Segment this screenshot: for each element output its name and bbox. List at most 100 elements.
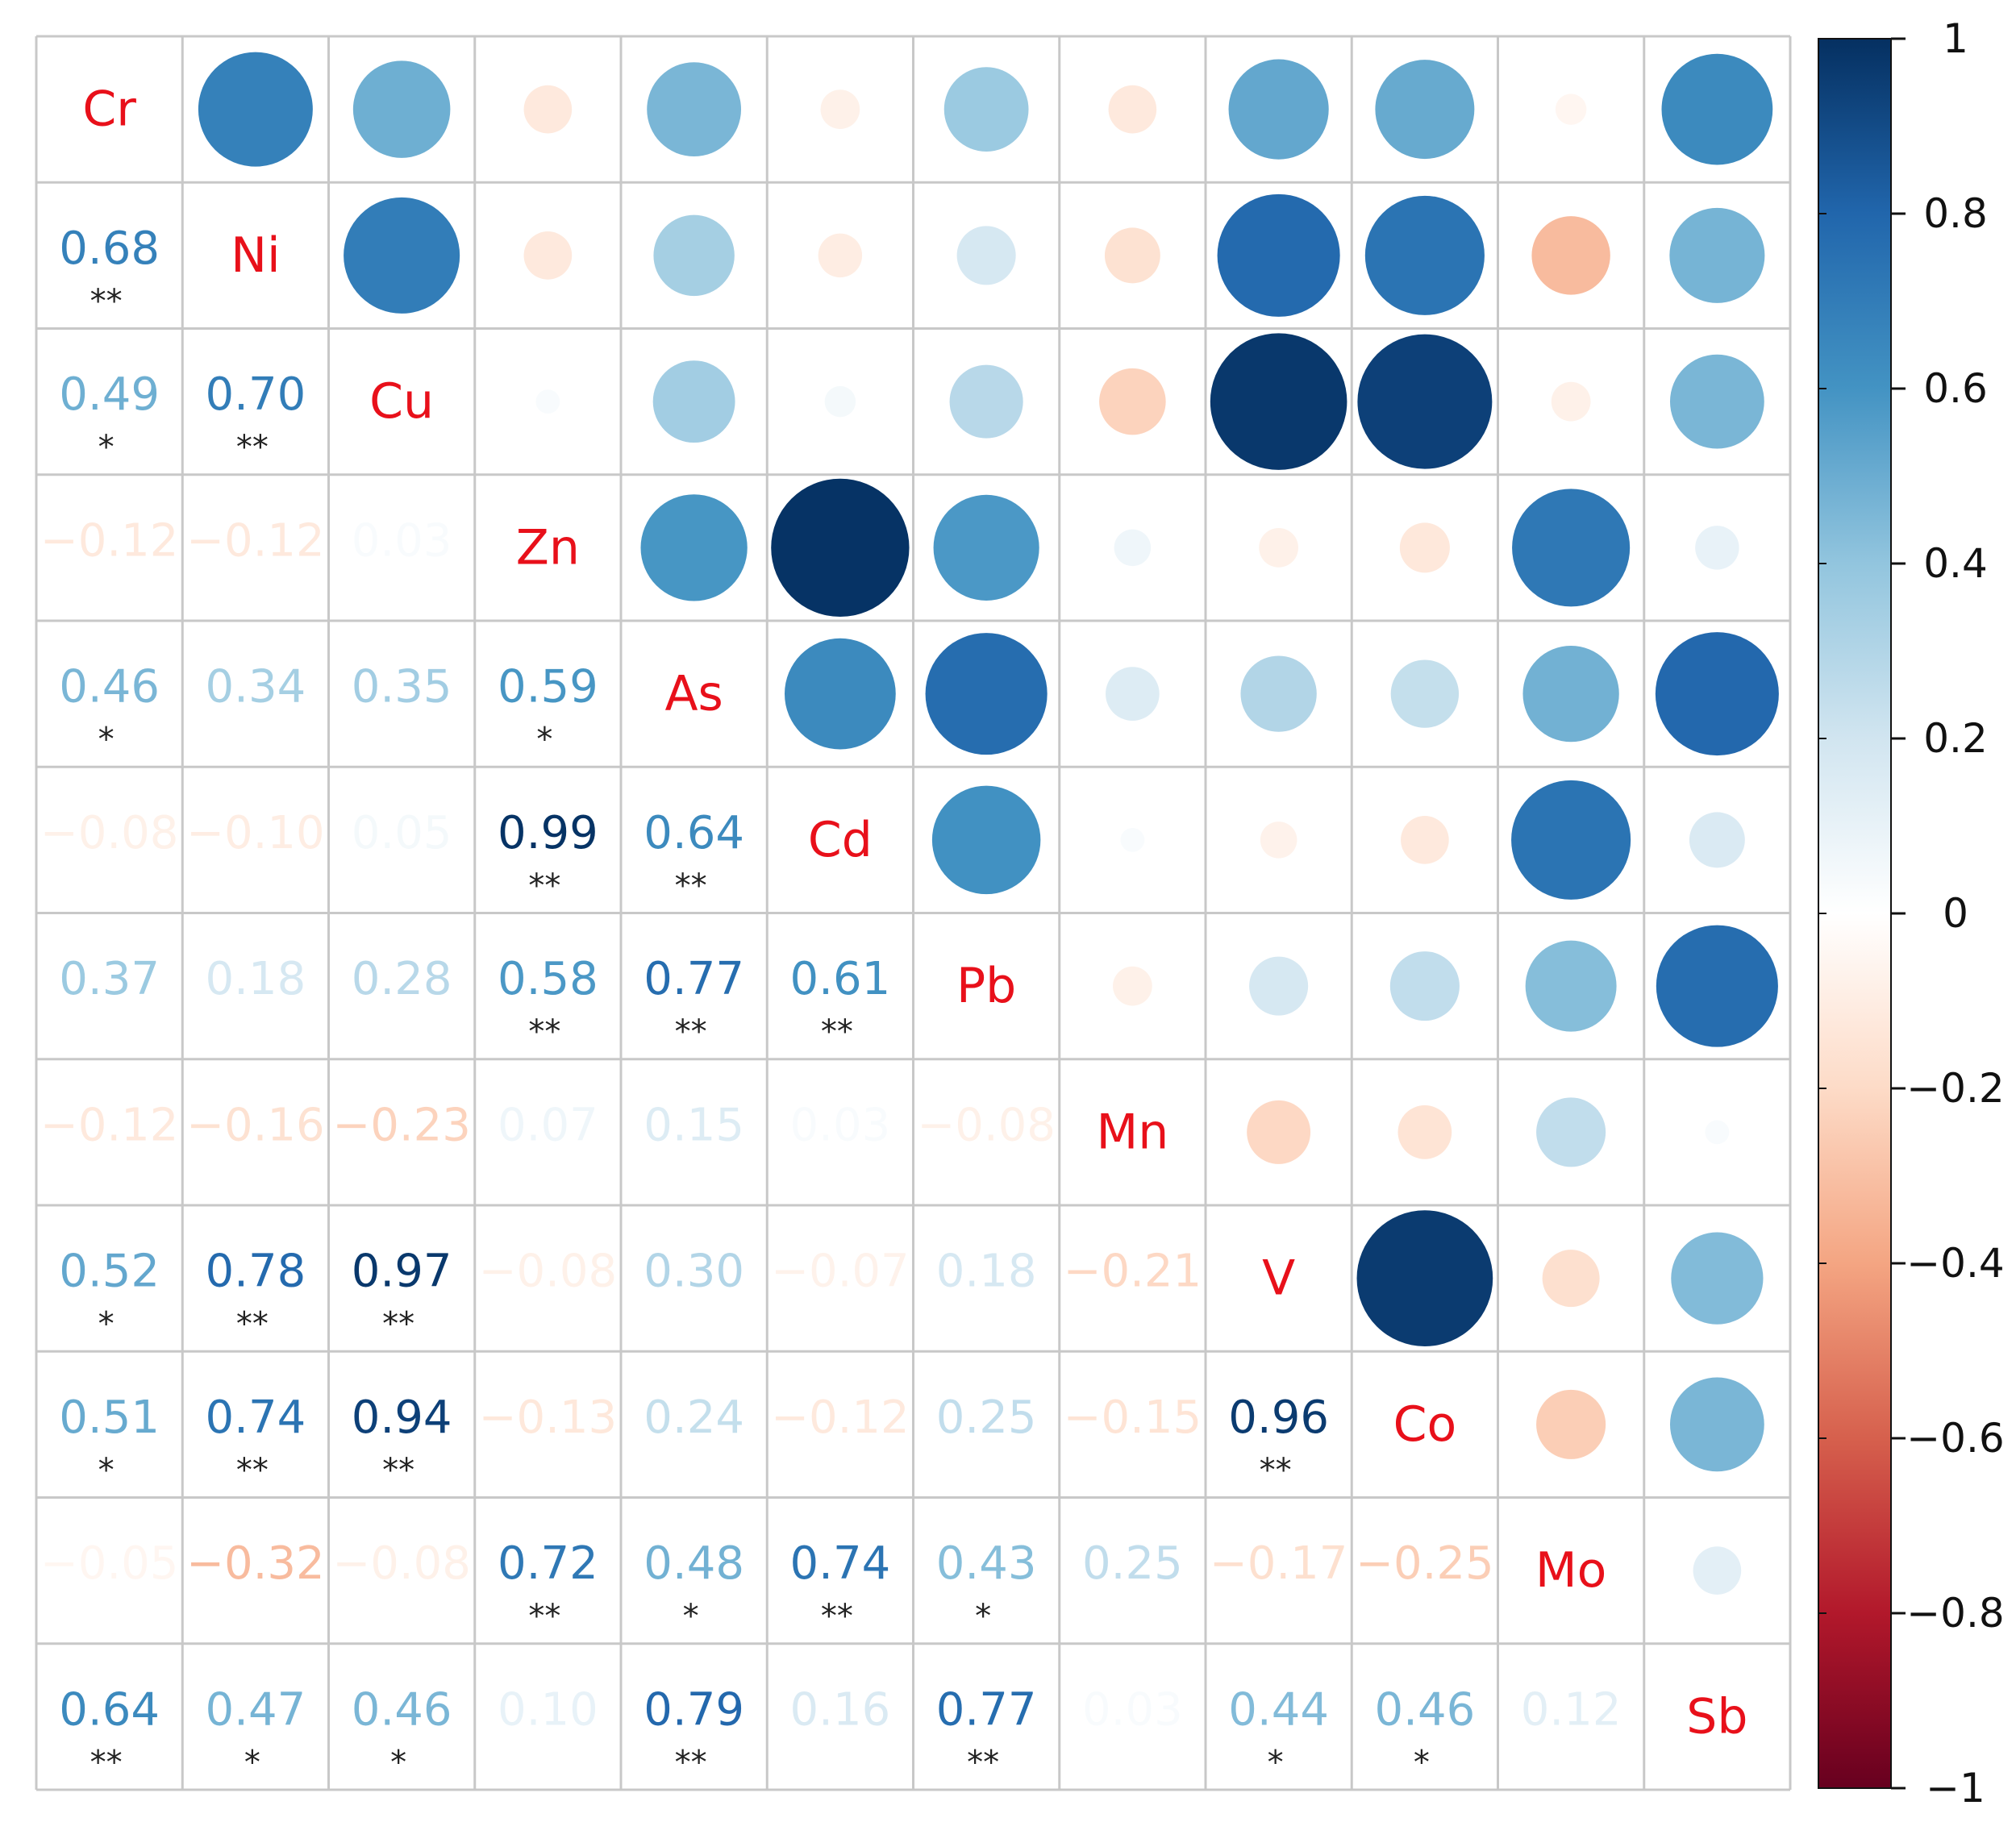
corr-value-as-cu: 0.35 xyxy=(352,661,452,713)
corr-value-v-cr: 0.52 xyxy=(59,1246,160,1298)
colorbar-tick-label: 0.8 xyxy=(1923,190,1988,237)
corr-circle-mn-sb xyxy=(1705,1120,1730,1145)
corr-value-co-ni: 0.74 xyxy=(206,1391,306,1444)
corr-circle-ni-v xyxy=(1217,193,1340,317)
colorbar-tick-label: 0 xyxy=(1943,890,1968,937)
corr-value-mo-cu: −0.08 xyxy=(332,1537,471,1590)
corr-value-v-zn: −0.08 xyxy=(479,1246,618,1298)
significance-mark-sb-pb: ** xyxy=(967,1744,999,1781)
corr-circle-ni-cd xyxy=(818,233,863,278)
corr-value-v-pb: 0.18 xyxy=(936,1246,1037,1298)
corr-value-pb-cr: 0.37 xyxy=(59,953,160,1005)
corr-value-cd-as: 0.64 xyxy=(644,807,744,859)
significance-mark-mo-pb: * xyxy=(975,1598,991,1635)
corr-value-as-ni: 0.34 xyxy=(206,661,306,713)
significance-mark-pb-as: ** xyxy=(675,1013,707,1050)
corr-circle-cr-mn xyxy=(1108,85,1157,134)
corr-circle-pb-co xyxy=(1389,951,1460,1021)
corr-value-zn-ni: −0.12 xyxy=(186,514,325,567)
diagonal-label-v: V xyxy=(1262,1250,1295,1307)
significance-mark-v-cu: ** xyxy=(382,1306,414,1343)
diagonal-label-mo: Mo xyxy=(1535,1542,1606,1599)
corr-value-co-cr: 0.51 xyxy=(59,1391,160,1444)
corr-circle-cu-zn xyxy=(535,389,560,414)
corr-circle-mn-v xyxy=(1247,1100,1311,1164)
corr-value-mo-cd: 0.74 xyxy=(790,1537,891,1590)
colorbar-tick-label: 0.4 xyxy=(1923,540,1988,587)
significance-mark-pb-cd: ** xyxy=(821,1013,853,1050)
diagonal-label-pb: Pb xyxy=(956,958,1016,1014)
diagonal-label-cu: Cu xyxy=(369,373,434,430)
corr-circle-as-cd xyxy=(784,638,896,750)
significance-mark-mo-cd: ** xyxy=(821,1598,853,1635)
corr-value-pb-ni: 0.18 xyxy=(206,953,306,1005)
corr-value-pb-as: 0.77 xyxy=(644,953,744,1005)
corr-value-v-cu: 0.97 xyxy=(352,1246,452,1298)
corr-value-mn-cr: −0.12 xyxy=(40,1099,179,1151)
corr-circle-zn-mn xyxy=(1114,529,1152,567)
corr-value-sb-cr: 0.64 xyxy=(59,1683,160,1736)
corr-value-pb-cd: 0.61 xyxy=(790,953,891,1005)
diagonal-label-cr: Cr xyxy=(82,81,136,138)
corr-circle-cu-cd xyxy=(824,385,856,418)
corr-circle-cu-mo xyxy=(1551,381,1591,422)
colorbar-tick-label: 1 xyxy=(1943,15,1968,62)
corr-value-cd-cr: −0.08 xyxy=(40,807,179,859)
corr-circle-cd-sb xyxy=(1689,812,1745,868)
corr-value-as-cr: 0.46 xyxy=(59,661,160,713)
corr-circle-pb-mo xyxy=(1525,940,1617,1032)
corr-value-co-v: 0.96 xyxy=(1228,1391,1329,1444)
significance-mark-cd-as: ** xyxy=(675,867,707,905)
corr-circle-as-v xyxy=(1240,655,1317,732)
corr-circle-cr-cu xyxy=(352,60,451,158)
corr-value-pb-cu: 0.28 xyxy=(352,953,452,1005)
corr-circle-ni-pb xyxy=(956,226,1016,285)
corr-circle-ni-sb xyxy=(1669,207,1765,303)
corr-circle-ni-zn xyxy=(523,231,573,280)
corr-value-mn-as: 0.15 xyxy=(644,1099,744,1151)
corr-value-zn-cu: 0.03 xyxy=(352,514,452,567)
corr-circle-cd-mn xyxy=(1120,827,1145,852)
corr-circle-v-mo xyxy=(1542,1250,1600,1308)
corr-circle-v-sb xyxy=(1671,1232,1764,1325)
corr-value-sb-as: 0.79 xyxy=(644,1683,744,1736)
corr-circle-mo-sb xyxy=(1693,1546,1742,1595)
corr-value-co-cu: 0.94 xyxy=(352,1391,452,1444)
corr-circle-as-mo xyxy=(1522,645,1619,743)
significance-mark-sb-co: * xyxy=(1414,1744,1430,1781)
significance-mark-as-zn: * xyxy=(536,722,552,759)
corr-circle-cr-as xyxy=(647,62,742,157)
significance-mark-mo-zn: ** xyxy=(528,1598,560,1635)
significance-mark-co-cr: * xyxy=(98,1452,115,1489)
corr-value-co-cd: −0.12 xyxy=(771,1391,910,1444)
corr-circle-cr-cd xyxy=(820,89,860,129)
corr-circle-ni-mo xyxy=(1531,216,1610,295)
corr-value-mn-zn: 0.07 xyxy=(498,1099,598,1151)
corr-circle-pb-mn xyxy=(1113,966,1152,1006)
colorbar-tick-label: −0.8 xyxy=(1906,1590,2004,1637)
diagonal-label-sb: Sb xyxy=(1686,1688,1747,1745)
diagonal-label-zn: Zn xyxy=(516,519,580,576)
corr-circle-cu-mn xyxy=(1099,368,1166,435)
corr-value-mo-as: 0.48 xyxy=(644,1537,744,1590)
corr-circle-cu-as xyxy=(652,360,735,443)
corr-circle-as-pb xyxy=(925,633,1048,755)
corr-value-as-zn: 0.59 xyxy=(498,661,598,713)
corr-circle-co-sb xyxy=(1669,1377,1764,1472)
corr-circle-zn-as xyxy=(640,494,748,601)
significance-mark-mo-as: * xyxy=(683,1598,699,1635)
corr-circle-co-mo xyxy=(1536,1389,1606,1459)
corr-circle-cr-v xyxy=(1228,59,1329,160)
corr-value-co-zn: −0.13 xyxy=(479,1391,618,1444)
significance-mark-sb-cr: ** xyxy=(90,1744,123,1781)
corr-value-co-mn: −0.15 xyxy=(1064,1391,1202,1444)
corr-circle-ni-co xyxy=(1364,195,1485,315)
corr-value-zn-cr: −0.12 xyxy=(40,514,179,567)
colorbar-tick-label: −0.4 xyxy=(1906,1240,2004,1287)
corr-value-sb-mo: 0.12 xyxy=(1521,1683,1622,1736)
significance-mark-sb-as: ** xyxy=(675,1744,707,1781)
significance-mark-v-ni: ** xyxy=(236,1306,269,1343)
corr-circle-as-mn xyxy=(1106,667,1160,721)
corr-circle-cr-sb xyxy=(1661,53,1773,165)
corr-value-sb-zn: 0.10 xyxy=(498,1683,598,1736)
